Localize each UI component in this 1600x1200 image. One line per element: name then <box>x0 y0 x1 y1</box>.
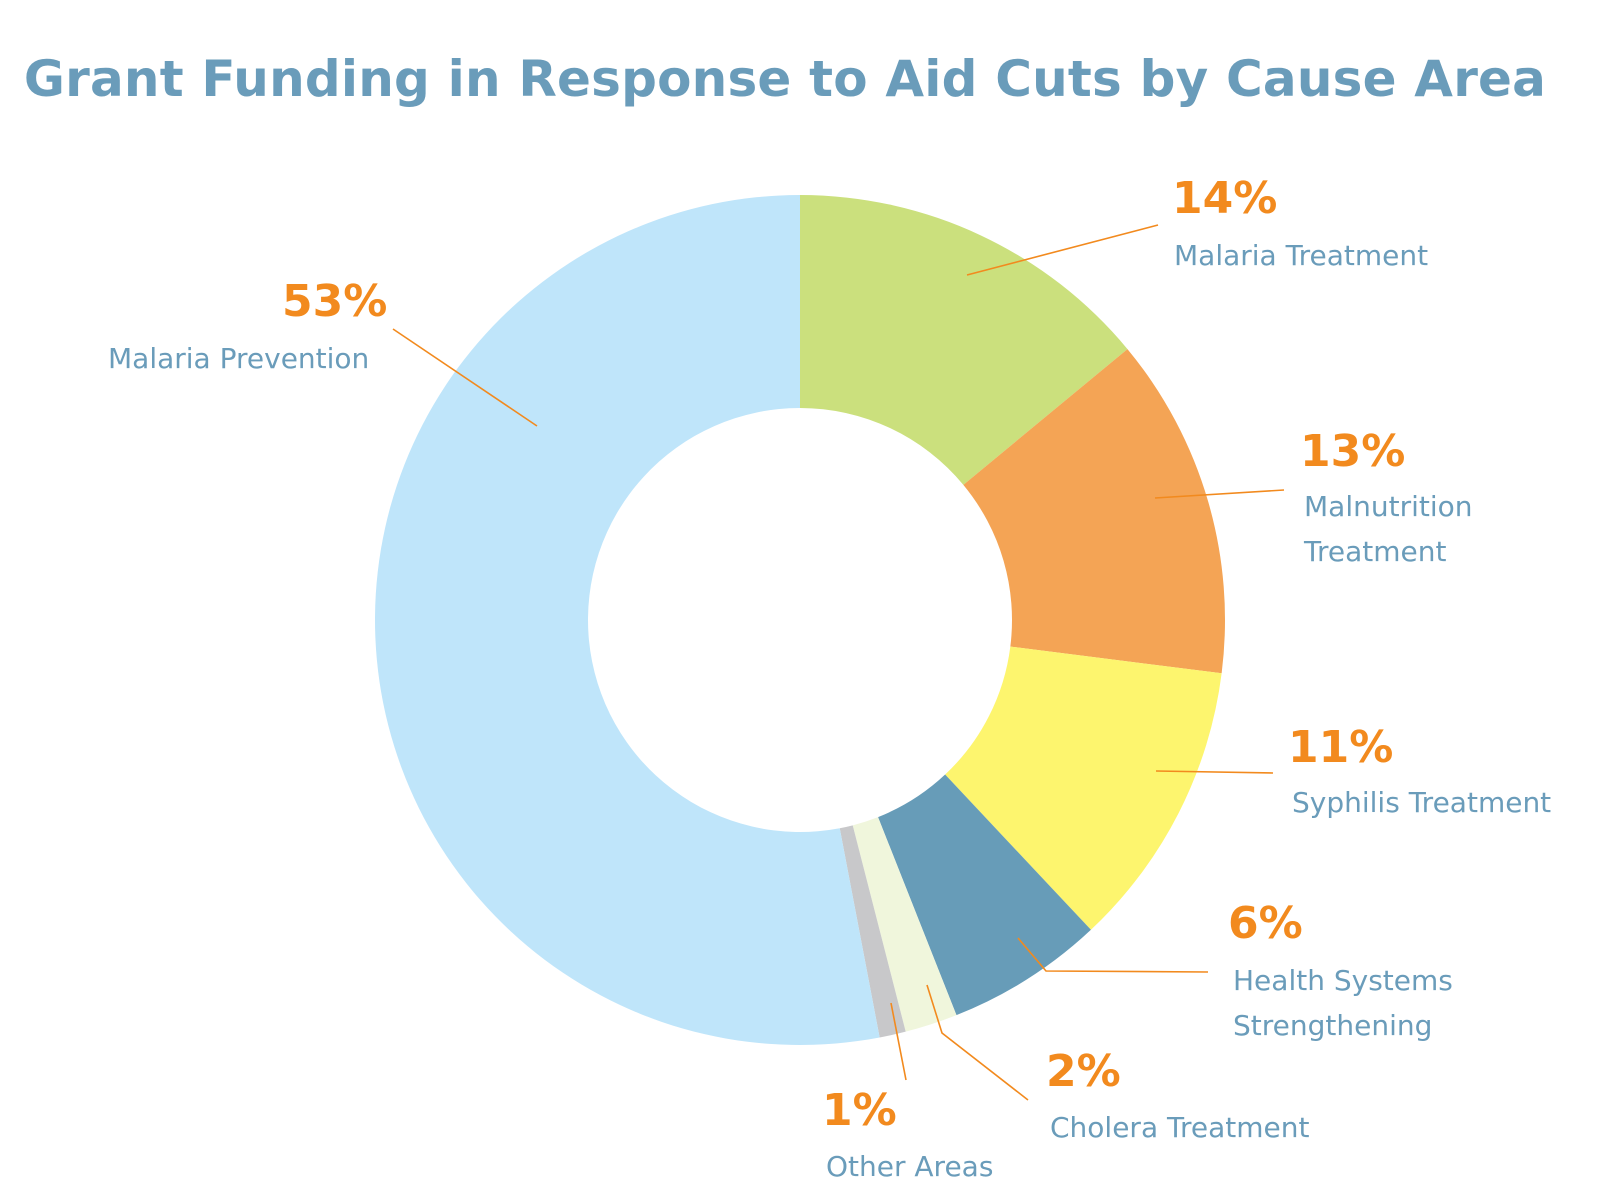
slice-malaria-treatment <box>800 195 1128 485</box>
leader-lines-group <box>392 224 1285 1101</box>
leader-line-other-areas <box>890 1002 907 1081</box>
percent-label-cholera-treatment: 2% <box>1046 1046 1121 1097</box>
percent-label-malaria-treatment: 14% <box>1172 173 1277 224</box>
slices-group <box>374 195 1225 1045</box>
category-label-syphilis-treatment: Syphilis Treatment <box>1292 786 1551 819</box>
slice-malaria-prevention <box>374 195 880 1045</box>
leader-line-syphilis-treatment <box>1155 770 1274 774</box>
slice-other-areas <box>839 825 906 1038</box>
labels-group: 14% Malaria Treatment 13% Malnutrition Treat… <box>108 173 1551 1183</box>
percent-label-syphilis-treatment: 11% <box>1288 722 1393 773</box>
chart-title: Grant Funding in Response to Aid Cuts by… <box>23 50 1547 108</box>
slice-cholera-treatment <box>852 817 957 1032</box>
leader-line-malaria-treatment <box>966 224 1159 276</box>
percent-label-health-systems-strengthening: 6% <box>1228 898 1303 949</box>
category-label-malaria-treatment: Malaria Treatment <box>1174 239 1428 272</box>
leader-line-health-systems-strengthening <box>1017 937 1209 973</box>
category-label-malnutrition-treatment: Malnutrition Treatment <box>1303 490 1473 568</box>
category-label-other-areas: Other Areas <box>826 1150 993 1183</box>
leader-line-malnutrition-treatment <box>1154 489 1285 499</box>
slice-malnutrition-treatment <box>963 349 1225 674</box>
category-label-cholera-treatment: Cholera Treatment <box>1050 1111 1310 1144</box>
slice-syphilis-treatment <box>945 646 1222 930</box>
leader-line-malaria-prevention <box>392 328 538 427</box>
category-label-health-systems-strengthening: Health Systems Strengthening <box>1233 964 1453 1042</box>
slice-health-systems-strengthening <box>878 774 1091 1016</box>
percent-label-malaria-prevention: 53% <box>282 276 387 327</box>
percent-label-malnutrition-treatment: 13% <box>1300 426 1405 477</box>
leader-line-cholera-treatment <box>926 984 1029 1101</box>
percent-label-other-areas: 1% <box>822 1085 897 1136</box>
category-label-malaria-prevention: Malaria Prevention <box>108 342 369 375</box>
